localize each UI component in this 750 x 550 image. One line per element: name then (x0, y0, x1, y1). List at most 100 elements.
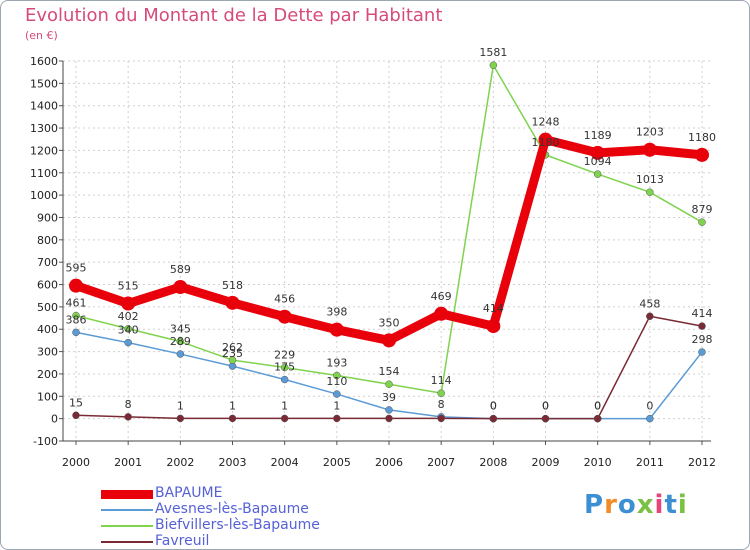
legend-swatch (101, 509, 153, 511)
data-point (437, 389, 445, 397)
y-tick-label: 700 (37, 256, 58, 269)
data-label: 879 (692, 203, 713, 216)
y-tick-label: 0 (51, 413, 58, 426)
data-label: 0 (646, 400, 653, 413)
plot-area (63, 61, 711, 441)
chart-title: Evolution du Montant de la Dette par Hab… (25, 5, 443, 26)
legend-label: BAPAUME (155, 485, 223, 501)
x-tick-label: 2004 (271, 456, 299, 469)
data-point (176, 414, 185, 423)
data-point (228, 356, 237, 364)
data-label: 0 (542, 400, 549, 413)
logo-letter: i (677, 490, 688, 520)
y-tick-label: 1000 (30, 189, 58, 202)
legend-swatch (101, 525, 153, 527)
data-label: 0 (490, 400, 497, 413)
data-point (590, 145, 605, 160)
data-label: 350 (379, 316, 400, 329)
y-tick-label: 900 (37, 211, 58, 224)
data-label: 235 (222, 347, 243, 360)
data-label: 8 (438, 398, 445, 411)
data-label: 1 (229, 399, 236, 412)
y-tick-label: 1500 (30, 77, 58, 90)
data-point (176, 350, 185, 358)
data-label: 1 (281, 399, 288, 412)
y-tick-label: 1400 (30, 100, 58, 113)
y-tick-label: -100 (33, 435, 58, 448)
data-label: 39 (382, 391, 396, 404)
x-tick-label: 2011 (636, 456, 664, 469)
data-point (695, 147, 709, 162)
y-tick-label: 600 (37, 279, 58, 292)
data-point (593, 414, 602, 423)
y-tick-label: 1600 (30, 55, 58, 68)
x-tick-label: 2007 (427, 456, 455, 469)
data-point (333, 390, 341, 398)
y-tick-label: 300 (37, 346, 58, 359)
data-label: 1013 (636, 173, 664, 186)
data-point (176, 337, 185, 346)
data-point (382, 333, 396, 348)
data-label: 1248 (532, 116, 560, 129)
x-tick-label: 2000 (62, 456, 90, 469)
data-point (593, 170, 602, 178)
data-label: 114 (431, 374, 452, 387)
data-label: 1 (333, 399, 340, 412)
data-label: 402 (118, 310, 139, 323)
data-label: 0 (542, 400, 549, 413)
x-tick-label: 2006 (375, 456, 403, 469)
data-label: 345 (170, 323, 191, 336)
y-tick-label: 100 (37, 390, 58, 403)
data-label: 589 (170, 263, 191, 276)
data-label: 1189 (584, 129, 612, 142)
data-point (646, 188, 654, 196)
x-tick-label: 2002 (166, 456, 194, 469)
data-point (434, 306, 449, 321)
proxiti-logo: Proxiti (584, 490, 688, 520)
data-point (698, 322, 706, 330)
data-label: 1094 (584, 155, 612, 168)
logo-letter: x (636, 490, 655, 520)
legend-swatch (101, 489, 153, 499)
data-point (277, 309, 292, 324)
data-point (698, 218, 706, 226)
legend-swatch (101, 541, 153, 543)
data-point (541, 414, 550, 423)
data-point (486, 319, 501, 334)
y-tick-label: 1300 (30, 122, 58, 135)
data-point (333, 371, 341, 380)
data-point (124, 338, 132, 347)
y-tick-label: 500 (37, 301, 58, 314)
data-point (385, 406, 393, 414)
data-point (173, 279, 188, 294)
logo-letter: o (617, 490, 637, 520)
data-label: 262 (222, 341, 243, 354)
data-point (437, 414, 445, 423)
x-tick-label: 2005 (323, 456, 351, 469)
data-point (385, 380, 393, 388)
logo-letter: t (664, 490, 678, 520)
data-point (121, 296, 136, 311)
data-label: 595 (66, 262, 87, 275)
x-tick-label: 2009 (532, 456, 560, 469)
data-label: 414 (483, 302, 504, 315)
data-label: 229 (274, 348, 295, 361)
data-point (72, 411, 80, 420)
data-point (698, 348, 706, 356)
x-tick-label: 2010 (584, 456, 612, 469)
logo-letter: P (584, 490, 605, 520)
data-label: 0 (594, 400, 601, 413)
x-tick-label: 2008 (479, 456, 507, 469)
data-label: 515 (118, 280, 139, 293)
x-tick-label: 2003 (219, 456, 247, 469)
x-tick-label: 2012 (688, 456, 716, 469)
y-tick-label: 200 (37, 368, 58, 381)
data-label: 398 (326, 306, 347, 319)
data-point (228, 414, 237, 423)
data-point (124, 413, 132, 421)
data-point (69, 278, 83, 293)
data-label: 458 (639, 297, 660, 310)
data-label: 456 (274, 293, 295, 306)
data-point (642, 142, 657, 157)
